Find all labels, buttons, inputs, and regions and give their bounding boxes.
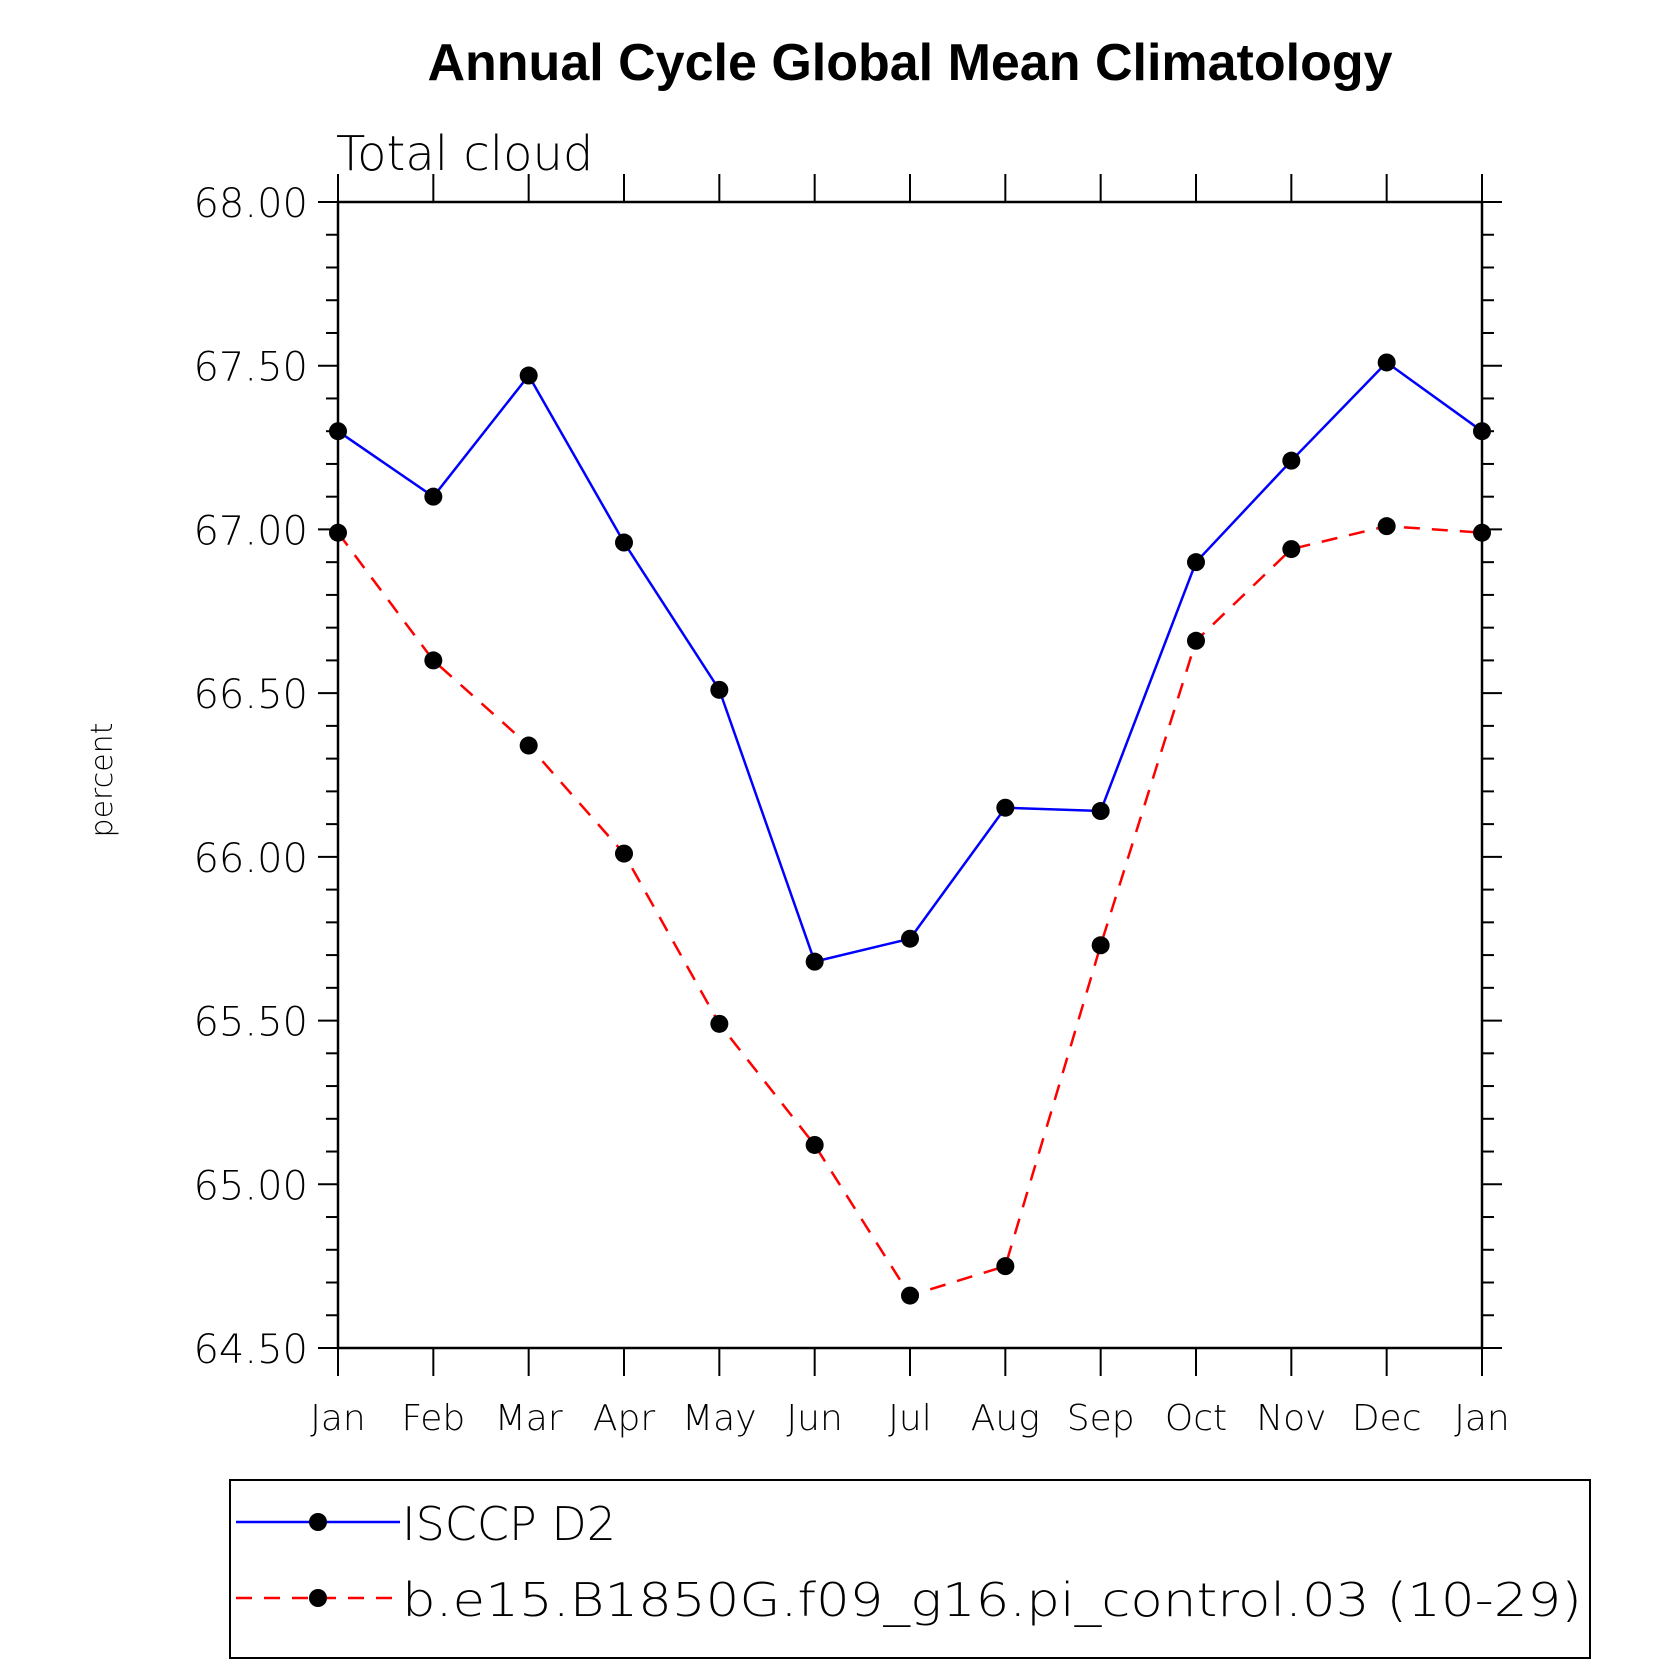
series-1-point xyxy=(710,680,729,699)
x-tick-label: Dec xyxy=(1352,1398,1422,1439)
x-tick-label: Apr xyxy=(593,1398,655,1439)
y-tick-label: 65.00 xyxy=(193,1163,308,1209)
y-tick-label: 65.50 xyxy=(193,1000,308,1046)
legend-label-series-1: ISCCP D2 xyxy=(402,1497,616,1551)
series-1-point xyxy=(805,952,824,971)
series-2-point xyxy=(1091,936,1110,955)
y-axis-label: percent xyxy=(85,723,120,838)
series-1-point xyxy=(901,929,919,948)
plot-frame xyxy=(336,200,1484,1350)
series-2-point xyxy=(519,736,538,755)
series-layer xyxy=(329,353,1491,1305)
x-tick-label: Jan xyxy=(1454,1398,1510,1439)
chart-subtitle: Total cloud xyxy=(336,126,593,182)
series-2-point xyxy=(615,844,633,863)
x-tick-label: Jul xyxy=(888,1398,931,1439)
x-tick-label: May xyxy=(682,1398,756,1439)
series-1-point xyxy=(1091,802,1110,821)
series-2-point xyxy=(710,1014,729,1033)
x-tick-label: Oct xyxy=(1165,1398,1227,1439)
series-2-point xyxy=(901,1286,919,1305)
x-tick-label: Aug xyxy=(971,1398,1040,1439)
y-tick-label: 66.00 xyxy=(193,836,308,882)
legend-marker-series-2 xyxy=(309,1589,327,1607)
y-tick-label: 66.50 xyxy=(193,672,308,718)
axis-ticks xyxy=(318,174,1502,1376)
series-line-1 xyxy=(337,360,1483,964)
series-line-2 xyxy=(336,524,1483,1298)
series-2-point xyxy=(1187,631,1205,650)
series-2-point xyxy=(1473,523,1491,542)
series-1-point xyxy=(519,366,538,385)
series-1-point xyxy=(1473,422,1491,441)
series-2-point xyxy=(996,1257,1015,1276)
x-tick-label: Jun xyxy=(787,1398,843,1439)
legend: ISCCP D2 b.e15.B1850G.f09_g16.pi_control… xyxy=(229,1479,1591,1659)
series-2-point xyxy=(1377,517,1396,536)
x-tick-labels: Jan Feb Mar Apr May Jun Jul Aug Sep Oct Nov Dec Jan xyxy=(310,1398,1510,1439)
y-tick-label: 67.50 xyxy=(193,345,308,391)
chart-title: Annual Cycle Global Mean Climatology xyxy=(427,34,1392,92)
y-tick-label: 64.50 xyxy=(193,1327,308,1373)
series-2-point xyxy=(1282,540,1301,559)
legend-label-series-2: b.e15.B1850G.f09_g16.pi_control.03 (10-2… xyxy=(402,1573,1582,1627)
series-2-point xyxy=(424,651,443,670)
series-1-point xyxy=(424,487,443,506)
x-tick-label: Sep xyxy=(1067,1398,1135,1439)
series-1-point xyxy=(996,798,1015,817)
y-tick-labels: 64.50 65.00 65.50 66.00 66.50 67.00 67.50 68.00 xyxy=(193,181,308,1373)
series-1-point xyxy=(615,533,633,552)
legend-marker-series-1 xyxy=(309,1513,327,1531)
legend-box xyxy=(229,1479,1591,1659)
series-1-point xyxy=(1187,553,1205,572)
series-2-point xyxy=(329,523,347,542)
x-tick-label: Jan xyxy=(310,1398,366,1439)
x-tick-label: Mar xyxy=(495,1398,563,1439)
series-1-point xyxy=(1377,353,1396,372)
y-tick-label: 67.00 xyxy=(193,508,308,554)
series-1-point xyxy=(1282,451,1301,470)
x-tick-label: Nov xyxy=(1256,1398,1326,1439)
y-tick-label: 68.00 xyxy=(193,181,308,227)
series-1-point xyxy=(329,422,347,441)
x-tick-label: Feb xyxy=(401,1398,465,1439)
series-2-point xyxy=(805,1135,824,1154)
